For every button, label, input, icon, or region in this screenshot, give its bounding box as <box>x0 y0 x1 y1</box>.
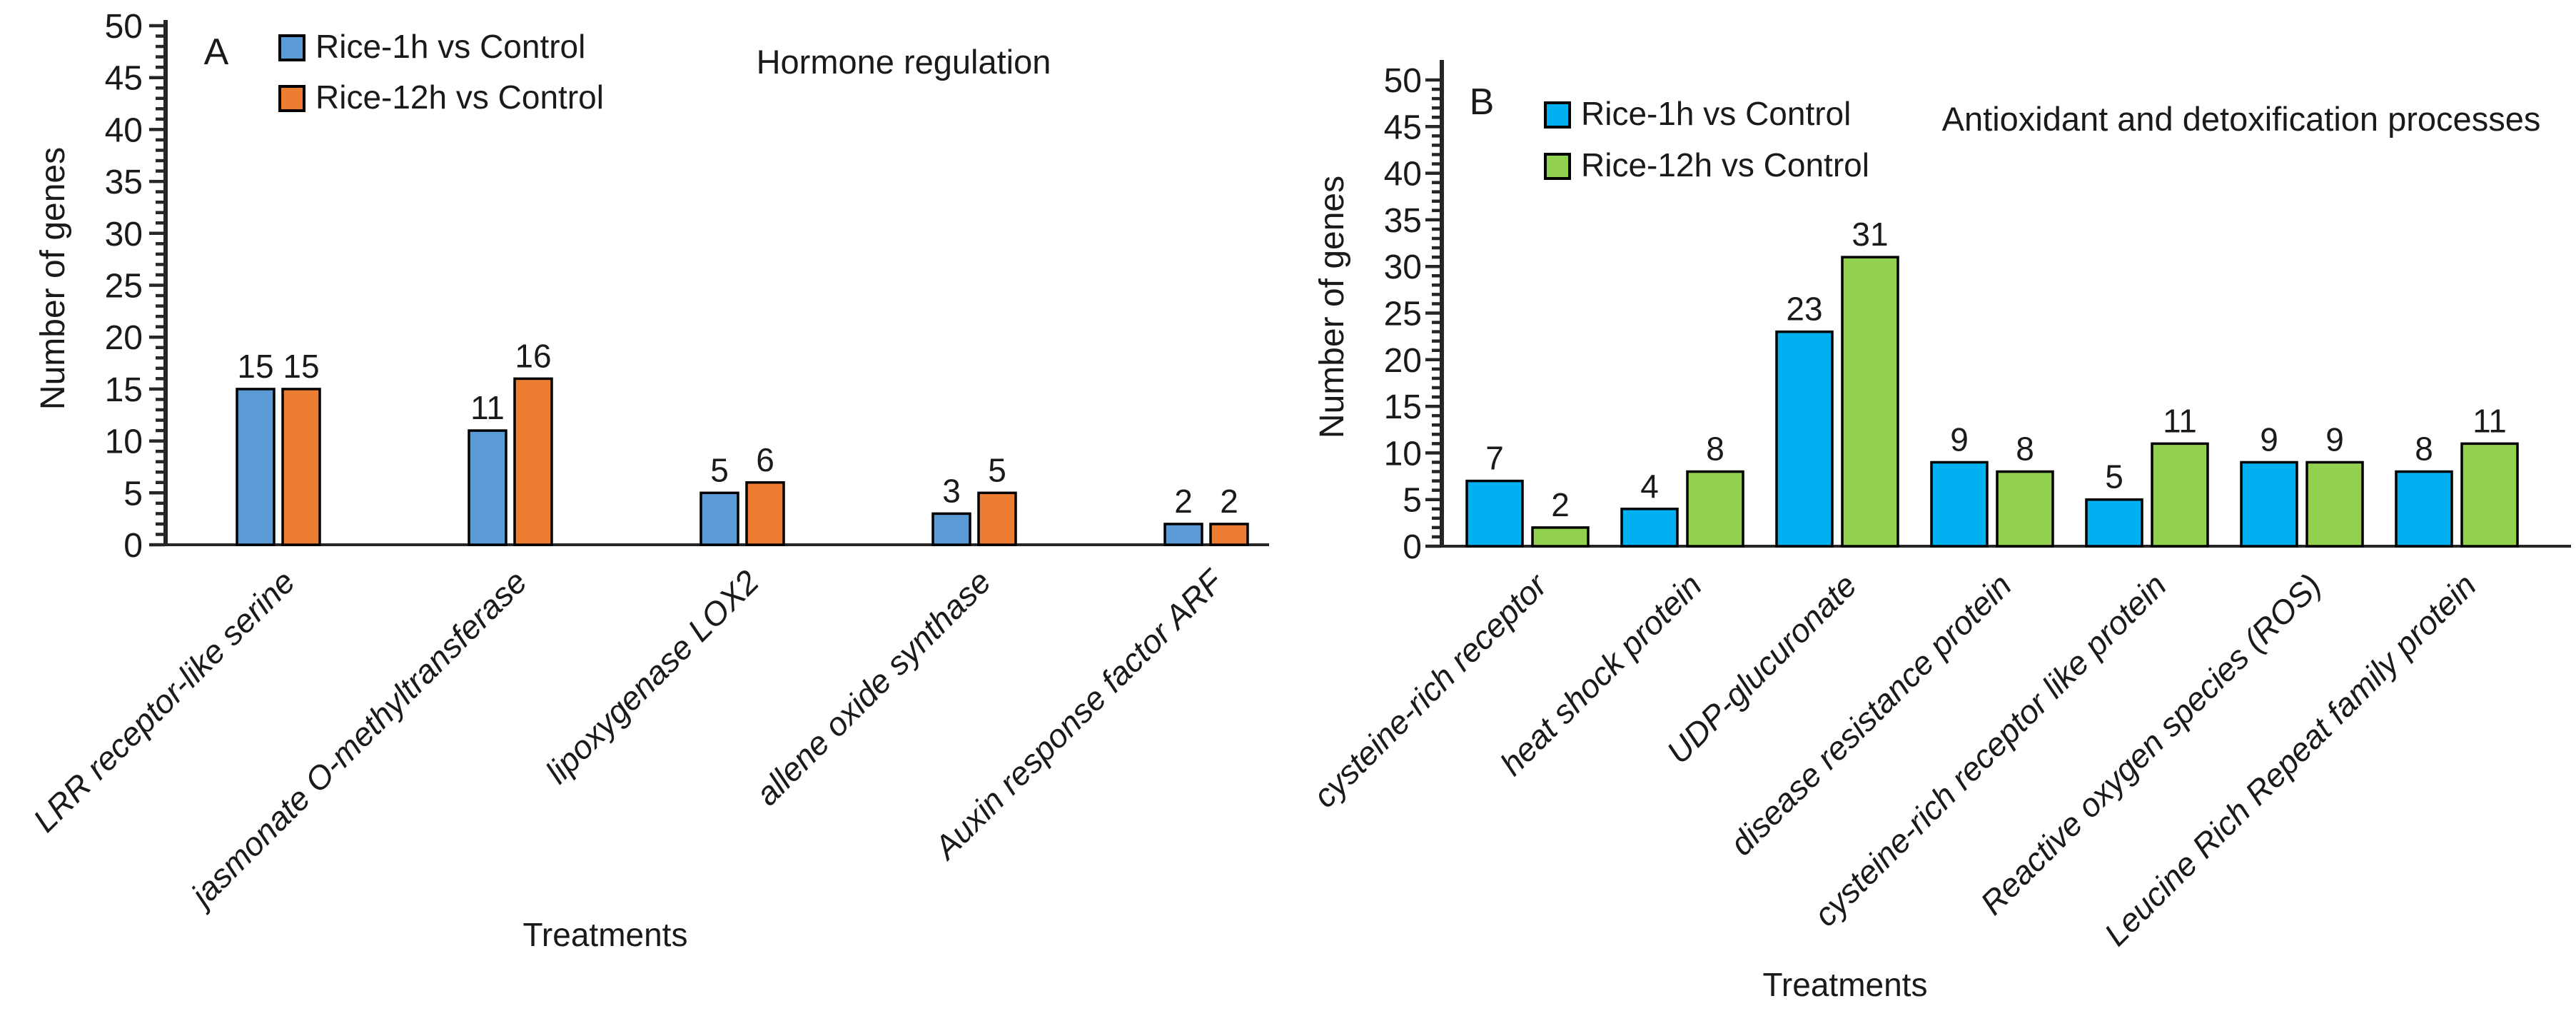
bar-series2-cat6 <box>2305 461 2364 548</box>
x-category-label: Reactive oxygen species (ROS) <box>1973 566 2328 922</box>
y-tick-label: 45 <box>105 60 143 98</box>
bar-value-label: 6 <box>756 441 774 478</box>
bar-value-label: 11 <box>2473 402 2507 439</box>
y-tick-label: 20 <box>105 319 143 357</box>
x-category-label: allene oxide synthase <box>748 563 998 813</box>
legend-swatch-series1 <box>278 34 305 61</box>
y-tick-label: 40 <box>105 111 143 149</box>
legend-label-series1: Rice-1h vs Control <box>315 28 585 65</box>
bar-value-label: 9 <box>2325 421 2344 458</box>
legend-swatch-series2 <box>1544 153 1571 180</box>
x-axis-title: Treatments <box>1763 966 1928 1003</box>
bar-value-label: 4 <box>1640 468 1659 505</box>
bar-series2-cat5 <box>1209 523 1249 546</box>
y-axis-title: Number of genes <box>1313 176 1351 438</box>
bar-value-label: 15 <box>237 348 273 385</box>
y-tick-label: 5 <box>123 475 143 513</box>
y-tick-label: 25 <box>1384 296 1422 333</box>
bar-series2-cat3 <box>1841 256 1899 548</box>
bar-series2-cat7 <box>2460 442 2519 548</box>
bar-value-label: 5 <box>710 451 729 488</box>
chart-title: Hormone regulation <box>757 43 1051 81</box>
y-tick-label: 50 <box>1384 62 1422 100</box>
bar-series2-cat2 <box>1686 470 1744 548</box>
y-tick-label: 30 <box>105 216 143 253</box>
y-tick-label: 40 <box>1384 156 1422 193</box>
legend-label-series2: Rice-12h vs Control <box>1581 146 1869 183</box>
bar-value-label: 3 <box>942 472 961 509</box>
y-tick-label: 10 <box>105 423 143 461</box>
bar-series1-cat3 <box>699 491 739 546</box>
y-tick-label: 25 <box>105 268 143 306</box>
legend-swatch-series1 <box>1544 101 1571 129</box>
bar-series2-cat4 <box>1996 470 2054 548</box>
y-tick-label: 5 <box>1403 482 1422 520</box>
bar-value-label: 8 <box>2415 431 2433 468</box>
panel-letter: A <box>204 31 229 73</box>
x-category-label: disease resistance protein <box>1722 566 2019 862</box>
bar-value-label: 9 <box>1950 421 1969 458</box>
panel-letter: B <box>1470 81 1495 123</box>
y-tick-label: 10 <box>1384 435 1422 473</box>
bar-series1-cat5 <box>2085 498 2143 548</box>
legend-label-series1: Rice-1h vs Control <box>1581 95 1851 132</box>
y-tick-label: 50 <box>105 8 143 46</box>
y-tick-label: 30 <box>1384 248 1422 286</box>
y-tick-label: 35 <box>105 164 143 201</box>
bar-series2-cat1 <box>281 388 321 546</box>
bar-series1-cat5 <box>1163 523 1203 546</box>
y-tick-label: 45 <box>1384 109 1422 146</box>
bar-series2-cat1 <box>1531 526 1590 548</box>
bar-series1-cat6 <box>2240 461 2298 548</box>
bar-series2-cat2 <box>513 377 553 546</box>
bar-value-label: 9 <box>2260 421 2278 458</box>
bar-value-label: 11 <box>2163 402 2197 439</box>
bar-series1-cat2 <box>468 429 507 546</box>
bar-series1-cat4 <box>931 512 971 546</box>
bar-value-label: 2 <box>1551 486 1570 523</box>
bar-series1-cat3 <box>1775 330 1834 548</box>
bar-series1-cat2 <box>1620 508 1679 548</box>
bar-value-label: 23 <box>1786 291 1822 328</box>
bar-value-label: 5 <box>988 451 1006 488</box>
bar-series1-cat1 <box>236 388 276 546</box>
bar-series1-cat1 <box>1465 479 1524 548</box>
y-tick-label: 15 <box>1384 388 1422 426</box>
bar-value-label: 2 <box>1174 483 1193 520</box>
bar-value-label: 16 <box>515 337 551 374</box>
bar-value-label: 8 <box>2016 431 2034 468</box>
bar-value-label: 31 <box>1852 216 1888 253</box>
y-tick-label: 0 <box>123 527 143 565</box>
legend-label-series2: Rice-12h vs Control <box>315 79 604 116</box>
y-tick-label: 0 <box>1403 528 1422 566</box>
bar-series2-cat4 <box>977 491 1017 546</box>
x-axis-title: Treatments <box>523 916 688 953</box>
bar-value-label: 15 <box>283 348 319 385</box>
bar-value-label: 8 <box>1706 431 1724 468</box>
y-axis-title: Number of genes <box>34 147 72 410</box>
y-tick-label: 15 <box>105 371 143 409</box>
bar-value-label: 2 <box>1220 483 1238 520</box>
bar-series1-cat7 <box>2395 470 2453 548</box>
bar-series2-cat3 <box>745 481 785 546</box>
bar-value-label: 11 <box>470 389 505 426</box>
x-category-label: lipoxygenase LOX2 <box>538 563 766 790</box>
y-tick-label: 20 <box>1384 342 1422 380</box>
x-category-label: LRR receptor-like serine <box>26 563 302 839</box>
y-tick-label: 35 <box>1384 202 1422 240</box>
legend-swatch-series2 <box>278 85 305 112</box>
chart-title: Antioxidant and detoxification processes <box>1942 100 2541 138</box>
bar-series2-cat5 <box>2151 442 2209 548</box>
bar-value-label: 7 <box>1485 440 1504 477</box>
bar-series1-cat4 <box>1930 461 1989 548</box>
bar-value-label: 5 <box>2105 458 2123 496</box>
